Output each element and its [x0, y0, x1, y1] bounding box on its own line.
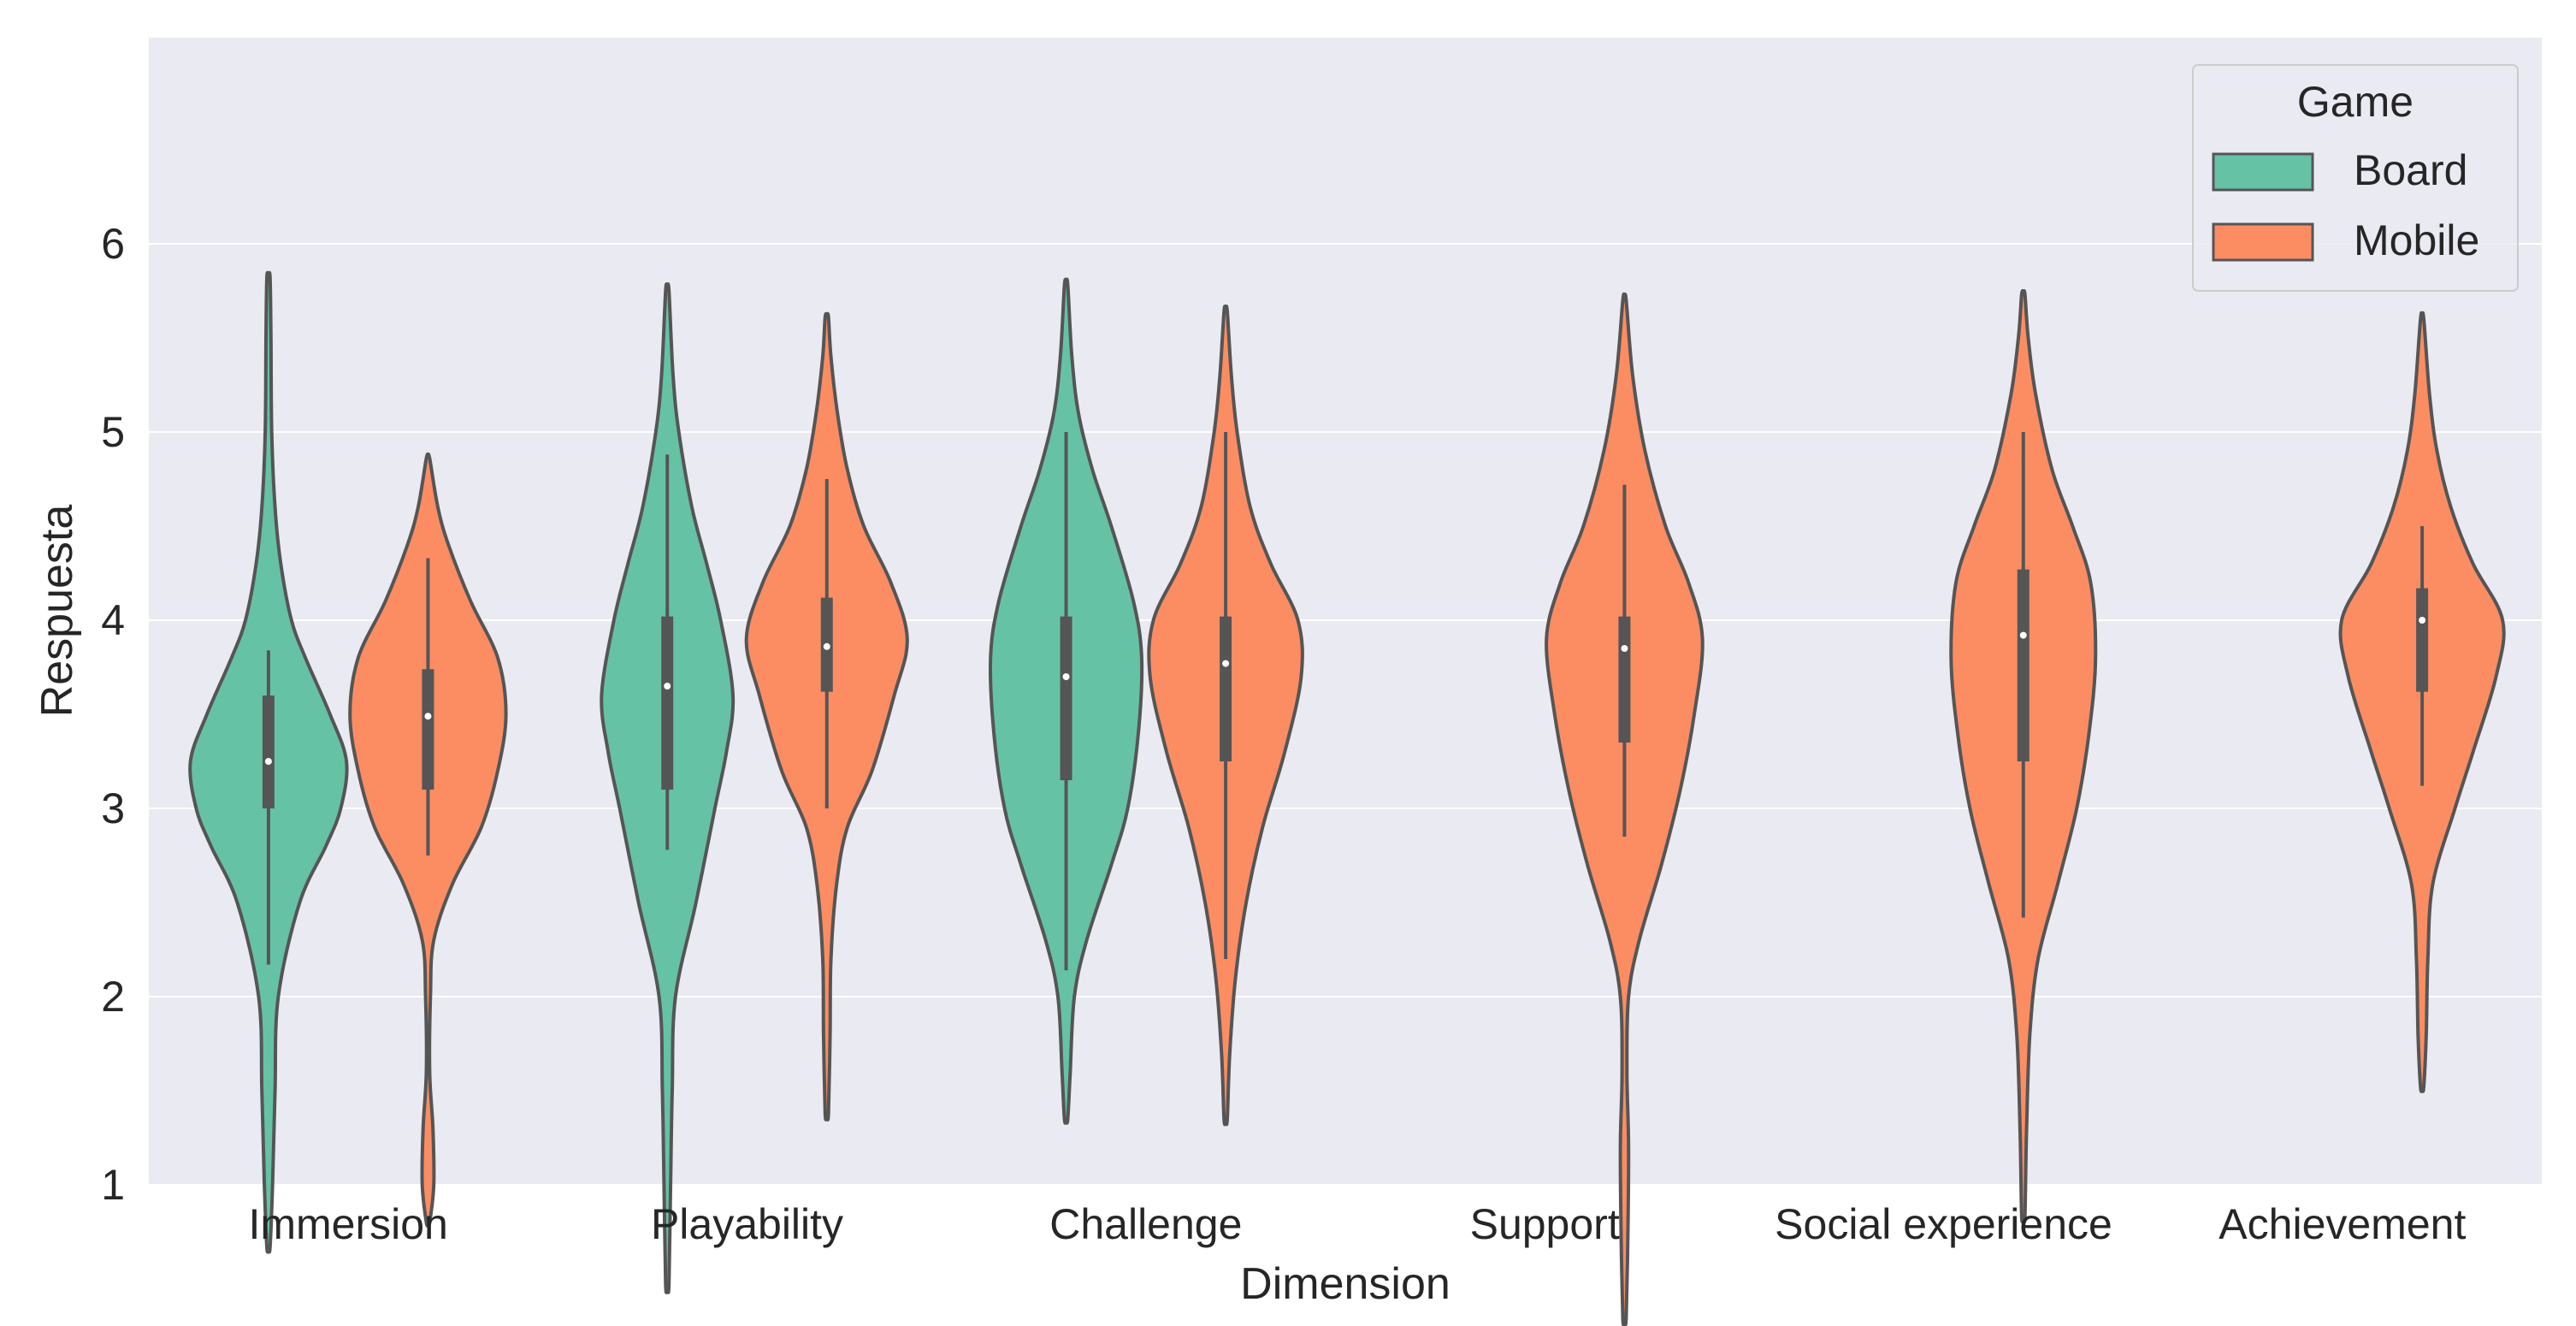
x-tick-label: Support — [1470, 1200, 1620, 1248]
y-tick-label: 5 — [101, 408, 125, 456]
legend-swatch — [2212, 222, 2314, 262]
violin-mobile — [744, 311, 909, 1122]
violin-mobile — [1949, 288, 2098, 1224]
violin-layer — [188, 270, 2506, 1326]
y-axis-label: Respuesta — [32, 505, 82, 718]
violin-mobile — [1147, 305, 1304, 1127]
violin-median — [264, 758, 272, 765]
x-tick-label: Immersion — [248, 1200, 447, 1248]
violin-median — [2419, 617, 2426, 624]
violin-median — [424, 713, 432, 720]
y-tick-label: 6 — [101, 220, 125, 268]
violin-mobile — [1545, 292, 1705, 1326]
y-tick-label: 3 — [101, 784, 125, 832]
legend-label: Board — [2354, 146, 2467, 194]
violin-median — [2019, 631, 2027, 639]
y-tick-label: 1 — [101, 1161, 125, 1209]
violin-median — [1222, 660, 1230, 667]
grid-lines — [149, 243, 2542, 1186]
violin-median — [664, 683, 671, 690]
x-tick-label: Social experience — [1775, 1200, 2112, 1248]
legend-title: Game — [2297, 78, 2414, 126]
x-tick-label: Playability — [651, 1200, 843, 1248]
plot-area — [149, 38, 2542, 1184]
violin-board — [989, 277, 1144, 1125]
violin-mobile — [2338, 311, 2506, 1093]
legend-entry-board[interactable]: Board — [2212, 146, 2467, 194]
violin-median — [1621, 645, 1628, 652]
y-tick-label: 2 — [101, 973, 125, 1021]
violin-median — [1062, 673, 1070, 680]
y-axis: 1 2 3 4 5 6 — [101, 220, 125, 1209]
legend[interactable]: Game Board Mobile — [2192, 64, 2519, 292]
violin-board — [600, 282, 736, 1294]
legend-swatch — [2212, 152, 2314, 192]
violin-median — [823, 642, 830, 650]
violin-board — [188, 270, 349, 1254]
legend-entries: Board Mobile — [2212, 146, 2479, 264]
y-tick-label: 4 — [101, 596, 125, 644]
violin-mobile — [348, 452, 508, 1228]
x-axis-label: Dimension — [1240, 1259, 1450, 1309]
legend-label: Mobile — [2354, 216, 2479, 264]
legend-entry-mobile[interactable]: Mobile — [2212, 216, 2479, 264]
x-tick-label: Challenge — [1049, 1200, 1242, 1248]
x-tick-label: Achievement — [2219, 1200, 2466, 1248]
x-axis: Immersion Playability Challenge Support Soci… — [248, 1200, 2466, 1248]
